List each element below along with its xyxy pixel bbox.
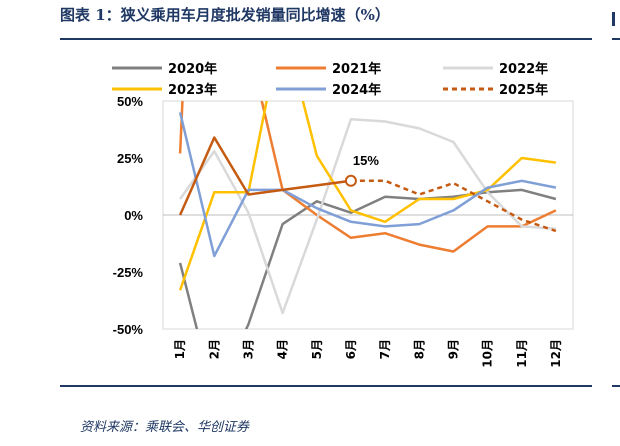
annotation-label: 15%	[353, 153, 379, 168]
chart-legend: 2020年 2021年 2022年 2023年 2024年 2025年	[112, 61, 548, 98]
title-rule	[60, 38, 592, 40]
series-line-2025年-forecast	[350, 179, 557, 233]
series-line-2025年-actual	[178, 136, 352, 216]
y-tick-label: -50%	[113, 322, 144, 337]
bottom-rule	[60, 385, 592, 387]
next-figure-edge-rule	[612, 38, 620, 40]
y-tick-label: 25%	[117, 151, 143, 166]
x-tick-label: 4月	[276, 339, 290, 359]
chart-axes: 50% 25% 0% -25% -50% 1月 2月 3月 4月 5月 6月 7月 8月 9月 10月 11月…	[113, 94, 574, 368]
next-figure-bottom-rule	[612, 385, 620, 387]
series-line-2024年	[178, 112, 557, 258]
x-tick-label: 7月	[378, 339, 392, 359]
legend-label-2021年: 2021年	[332, 61, 381, 77]
y-tick-label: 0%	[124, 208, 143, 223]
x-tick-label: 2月	[207, 339, 221, 359]
x-tick-label: 5月	[310, 339, 324, 359]
x-tick-label: 6月	[344, 339, 358, 359]
x-tick-label: 10月	[481, 339, 495, 368]
series-line-2021年	[178, 101, 557, 253]
series-line-2023年	[178, 101, 557, 291]
y-tick-label: 50%	[117, 94, 143, 109]
annotation-marker	[344, 174, 357, 187]
x-tick-label: 12月	[549, 339, 563, 368]
series-line-2020年	[178, 188, 557, 329]
legend-label-2020年: 2020年	[168, 61, 217, 77]
chart-series	[178, 101, 557, 329]
legend-label-2023年: 2023年	[168, 82, 217, 98]
y-tick-label: -25%	[113, 265, 144, 280]
legend-label-2024年: 2024年	[332, 82, 381, 98]
next-figure-edge-mark	[612, 12, 615, 26]
x-tick-label: 3月	[241, 339, 255, 359]
chart-marks: 15%	[344, 153, 379, 187]
source-note: 资料来源：乘联会、华创证券	[80, 420, 250, 435]
x-tick-label: 1月	[173, 339, 187, 359]
x-tick-label: 8月	[412, 339, 426, 359]
x-tick-label: 11月	[515, 339, 529, 368]
legend-label-2025年: 2025年	[499, 82, 548, 98]
legend-label-2022年: 2022年	[499, 61, 548, 77]
x-tick-label: 9月	[446, 339, 460, 359]
figure-title: 图表 1：狭义乘用车月度批发销量同比增速（%）	[60, 6, 390, 24]
